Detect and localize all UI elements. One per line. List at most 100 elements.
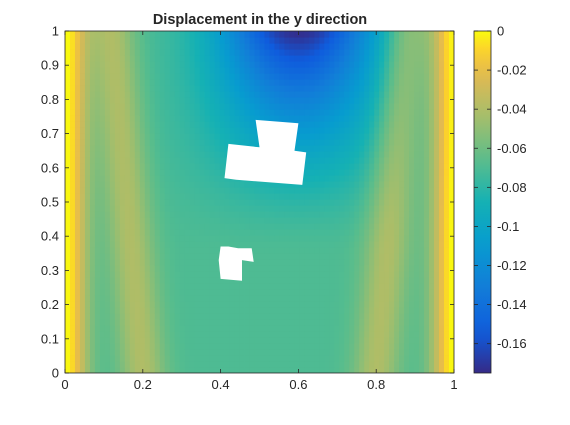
heatmap-cell bbox=[309, 115, 315, 122]
heatmap-cell bbox=[384, 307, 390, 314]
heatmap-cell bbox=[299, 229, 305, 236]
heatmap-cell bbox=[174, 223, 181, 230]
heatmap-cell bbox=[309, 163, 315, 170]
heatmap-cell bbox=[169, 43, 176, 50]
heatmap-cell bbox=[344, 121, 350, 128]
heatmap-cell bbox=[319, 91, 325, 98]
heatmap-cell bbox=[384, 355, 390, 362]
heatmap-cell bbox=[324, 49, 330, 56]
heatmap-cell bbox=[344, 259, 350, 266]
heatmap-cell bbox=[124, 79, 131, 86]
heatmap-cell bbox=[379, 235, 385, 242]
heatmap-cell bbox=[219, 313, 226, 320]
heatmap-cell bbox=[134, 355, 141, 362]
heatmap-cell bbox=[404, 193, 410, 200]
heatmap-cell bbox=[364, 175, 370, 182]
heatmap-cell bbox=[199, 115, 206, 122]
heatmap-cell bbox=[154, 115, 161, 122]
heatmap-cell bbox=[144, 283, 151, 290]
heatmap-cell bbox=[429, 181, 435, 188]
heatmap-cell bbox=[84, 145, 91, 152]
heatmap-cell bbox=[124, 67, 131, 74]
heatmap-cell bbox=[104, 85, 111, 92]
heatmap-cell bbox=[109, 337, 116, 344]
heatmap-cell bbox=[214, 271, 221, 278]
heatmap-cell bbox=[109, 67, 116, 74]
heatmap-cell bbox=[119, 307, 126, 314]
heatmap-cell bbox=[439, 103, 445, 110]
heatmap-cell bbox=[139, 115, 146, 122]
heatmap-cell bbox=[249, 127, 256, 134]
heatmap-cell bbox=[244, 127, 251, 134]
heatmap-cell bbox=[374, 223, 380, 230]
heatmap-cell bbox=[389, 259, 395, 266]
heatmap-cell bbox=[304, 133, 310, 140]
heatmap-cell bbox=[359, 301, 365, 308]
colorbar-ticks: 0-0.02-0.04-0.06-0.08-0.1-0.12-0.14-0.16 bbox=[474, 24, 527, 351]
heatmap-cell bbox=[409, 115, 415, 122]
heatmap-cell bbox=[69, 361, 76, 368]
heatmap-cell bbox=[424, 97, 430, 104]
heatmap-cell bbox=[334, 49, 340, 56]
colorbar-tick-label: -0.16 bbox=[497, 336, 527, 351]
heatmap-cell bbox=[309, 73, 315, 80]
heatmap-cell bbox=[179, 313, 186, 320]
heatmap-cell bbox=[194, 217, 201, 224]
heatmap-cell bbox=[354, 349, 360, 356]
heatmap-cell bbox=[354, 127, 360, 134]
heatmap-cell bbox=[129, 163, 136, 170]
heatmap-cell bbox=[349, 349, 355, 356]
heatmap-cell bbox=[434, 211, 440, 218]
heatmap-cell bbox=[249, 235, 256, 242]
heatmap-cell bbox=[159, 271, 166, 278]
heatmap-cell bbox=[124, 61, 131, 68]
heatmap-cell bbox=[324, 115, 330, 122]
heatmap-cell bbox=[404, 103, 410, 110]
heatmap-cell bbox=[304, 271, 310, 278]
heatmap-cell bbox=[164, 91, 171, 98]
heatmap-cell bbox=[189, 109, 196, 116]
heatmap-cell bbox=[129, 343, 136, 350]
y-tick-label: 0.6 bbox=[41, 160, 59, 175]
heatmap-cell bbox=[269, 289, 276, 296]
heatmap-cell bbox=[394, 145, 400, 152]
heatmap-cell bbox=[399, 211, 405, 218]
heatmap-cell bbox=[404, 139, 410, 146]
heatmap-cell bbox=[399, 43, 405, 50]
heatmap-cell bbox=[369, 265, 375, 272]
heatmap-cell bbox=[79, 361, 86, 368]
heatmap-cell bbox=[309, 355, 315, 362]
heatmap-cell bbox=[134, 157, 141, 164]
heatmap-cell bbox=[374, 79, 380, 86]
heatmap-cell bbox=[174, 85, 181, 92]
heatmap-cell bbox=[449, 85, 454, 92]
heatmap-cell bbox=[259, 43, 266, 50]
heatmap-cell bbox=[384, 319, 390, 326]
heatmap-cell bbox=[424, 271, 430, 278]
heatmap-cell bbox=[439, 175, 445, 182]
heatmap-cell bbox=[319, 31, 325, 38]
heatmap-cell bbox=[334, 85, 340, 92]
heatmap-cell bbox=[109, 325, 116, 332]
heatmap-cell bbox=[314, 283, 320, 290]
heatmap-cell bbox=[129, 205, 136, 212]
heatmap-cell bbox=[404, 133, 410, 140]
heatmap-cell bbox=[179, 301, 186, 308]
heatmap-cell bbox=[344, 67, 350, 74]
heatmap-cell bbox=[434, 187, 440, 194]
heatmap-cell bbox=[369, 289, 375, 296]
heatmap-cell bbox=[359, 109, 365, 116]
heatmap-cell bbox=[324, 307, 330, 314]
heatmap-cell bbox=[94, 337, 101, 344]
heatmap-cell bbox=[234, 217, 241, 224]
heatmap-cell bbox=[219, 61, 226, 68]
heatmap-cell bbox=[164, 157, 171, 164]
heatmap-cell bbox=[269, 229, 276, 236]
heatmap-cell bbox=[299, 223, 305, 230]
heatmap-cell bbox=[334, 307, 340, 314]
heatmap-cell bbox=[104, 199, 111, 206]
heatmap-cell bbox=[99, 277, 106, 284]
heatmap-cell bbox=[194, 97, 201, 104]
heatmap-cell bbox=[419, 295, 425, 302]
heatmap-cell bbox=[384, 277, 390, 284]
